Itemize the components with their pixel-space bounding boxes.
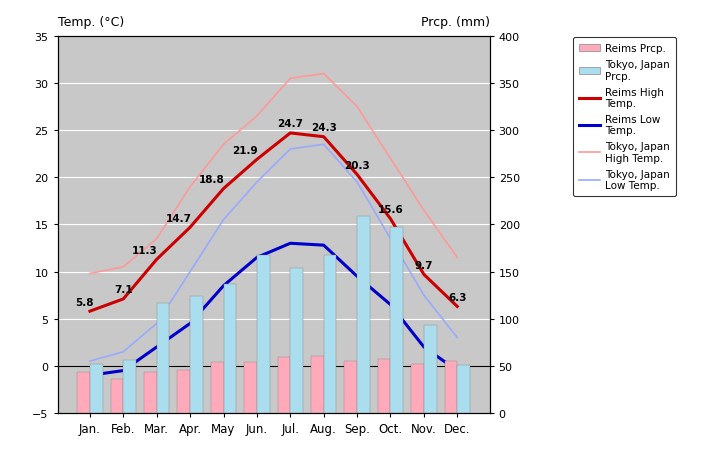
Text: 9.7: 9.7 [415,260,433,270]
Bar [211,362,223,413]
Bar [111,379,123,413]
Bar [177,370,190,413]
Bar [278,358,290,413]
Text: 11.3: 11.3 [132,245,158,255]
Text: 5.8: 5.8 [76,297,94,307]
Bar [424,325,436,413]
Text: Temp. (°C): Temp. (°C) [58,16,124,29]
Text: 15.6: 15.6 [377,205,403,215]
Bar [157,303,169,413]
Bar [290,268,303,413]
Bar [223,284,236,413]
Bar [457,365,470,413]
Text: 21.9: 21.9 [233,146,258,156]
Text: 14.7: 14.7 [166,213,192,223]
Bar [123,360,136,413]
Bar [190,297,203,413]
Bar [144,372,157,413]
Bar [77,373,90,413]
Legend: Reims Prcp., Tokyo, Japan
Prcp., Reims High
Temp., Reims Low
Temp., Tokyo, Japan: Reims Prcp., Tokyo, Japan Prcp., Reims H… [572,38,676,197]
Text: 20.3: 20.3 [344,161,370,170]
Bar [244,362,257,413]
Text: 24.3: 24.3 [311,123,337,133]
Bar [90,364,103,413]
Bar [444,361,457,413]
Bar [390,228,403,413]
Text: 18.8: 18.8 [199,174,225,185]
Text: 24.7: 24.7 [277,119,303,129]
Text: Prcp. (mm): Prcp. (mm) [420,16,490,29]
Text: 7.1: 7.1 [114,285,132,295]
Bar [257,255,269,413]
Bar [344,361,357,413]
Text: 6.3: 6.3 [448,292,467,302]
Bar [357,217,370,413]
Bar [411,364,424,413]
Bar [311,357,324,413]
Bar [324,255,336,413]
Bar [378,359,390,413]
